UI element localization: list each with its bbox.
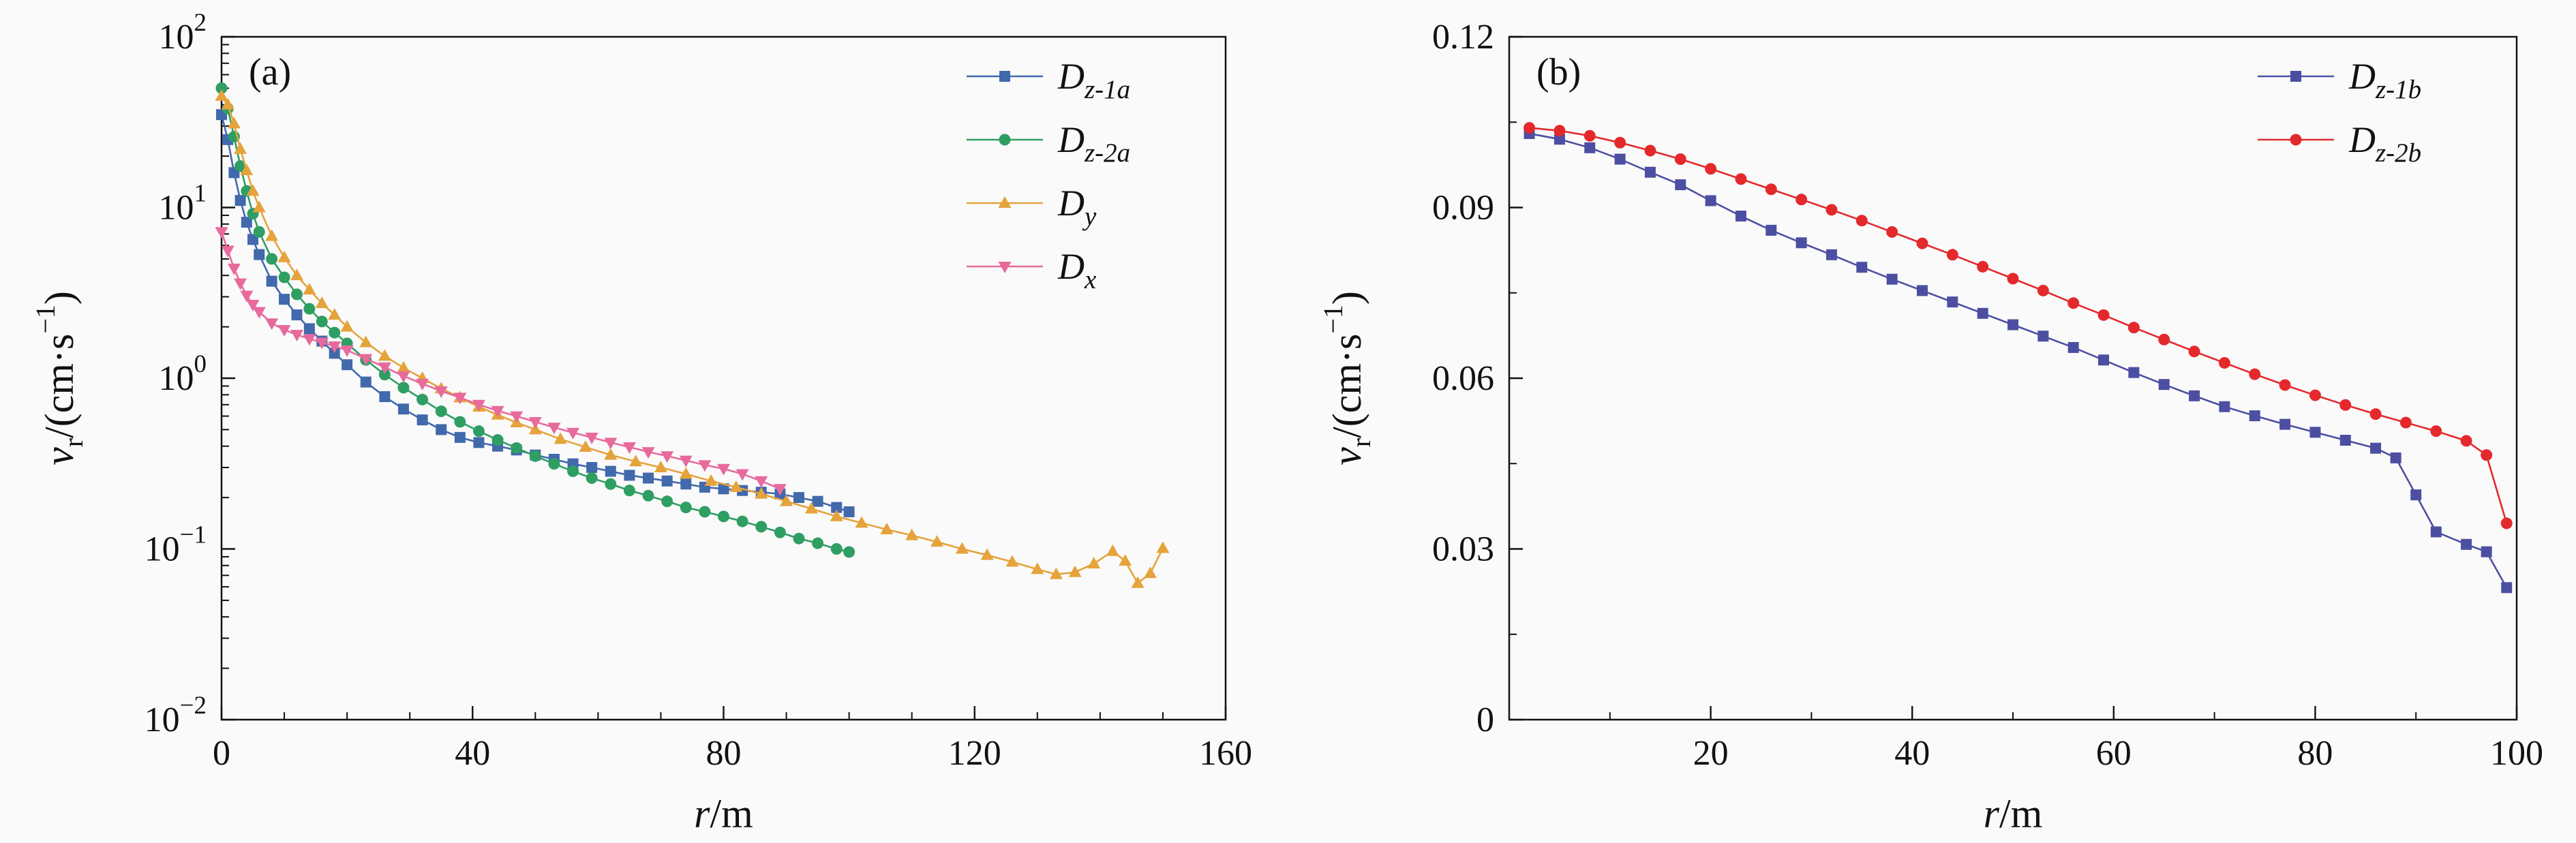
y-tick-label: 0 bbox=[1476, 701, 1494, 739]
series-D-z-1b bbox=[1524, 127, 2513, 594]
legend-label: Dz-1b bbox=[2348, 56, 2421, 104]
series-D-y bbox=[215, 89, 1170, 588]
y-tick-label: 100 bbox=[159, 350, 207, 398]
x-tick-label: 20 bbox=[1693, 734, 1729, 773]
x-tick-label: 60 bbox=[2096, 734, 2132, 773]
chart-svg-b: 20 40 60 80 100 0 0.03 0.06 0.09 0.12 Dz-1b Dz-2b (b… bbox=[1318, 18, 2543, 836]
legend-entry-z-1a: Dz-1a bbox=[967, 56, 1130, 104]
x-axis-label: r/m bbox=[694, 791, 753, 836]
x-tick-label: 0 bbox=[213, 734, 230, 773]
legend-entry-z-2b: Dz-2b bbox=[2258, 119, 2421, 168]
series-line bbox=[1529, 127, 2508, 524]
legend-entry-z-1b: Dz-1b bbox=[2258, 56, 2421, 104]
y-tick-label: 0.12 bbox=[1432, 18, 1494, 57]
series-line bbox=[220, 95, 1164, 585]
y-tick-label: 101 bbox=[159, 180, 207, 228]
series-D-z-2a bbox=[215, 82, 855, 558]
legend-label: Dy bbox=[1057, 183, 1097, 231]
x-tick-label: 120 bbox=[948, 734, 1001, 773]
legend-label: Dz-2b bbox=[2348, 119, 2421, 168]
x-tick-label: 80 bbox=[2297, 734, 2333, 773]
series-line bbox=[220, 88, 849, 553]
legend-label: Dz-1a bbox=[1057, 56, 1130, 104]
legend-entry-x: Dx bbox=[967, 246, 1097, 294]
x-tick-label: 160 bbox=[1199, 734, 1252, 773]
y-tick-label: 10−1 bbox=[145, 521, 207, 569]
chart-panel-a: 0 40 80 120 160 102 101 100 10−1 10−2 Dz-1a Dz-2a Dy… bbox=[30, 9, 1252, 836]
x-tick-label: 100 bbox=[2490, 734, 2543, 773]
y-tick-label: 0.03 bbox=[1432, 530, 1494, 569]
series-D-z-2b bbox=[1524, 122, 2513, 530]
legend-label: Dx bbox=[1057, 246, 1097, 294]
series-D-x bbox=[215, 227, 787, 496]
y-axis-label: vr/(cm·s−1) bbox=[1318, 291, 1376, 465]
series-D-z-1a bbox=[216, 109, 855, 518]
y-tick-label: 0.09 bbox=[1432, 189, 1494, 228]
chart-panel-b: 20 40 60 80 100 0 0.03 0.06 0.09 0.12 Dz-1b Dz-2b (b… bbox=[1295, 0, 2576, 843]
legend-entry-z-2a: Dz-2a bbox=[967, 119, 1130, 168]
y-axis-label: vr/(cm·s−1) bbox=[30, 291, 89, 465]
panel-tag: (b) bbox=[1536, 51, 1581, 93]
x-tick-label: 80 bbox=[706, 734, 742, 773]
y-tick-label: 10−2 bbox=[145, 692, 207, 739]
chart-svg-a: 0 40 80 120 160 102 101 100 10−1 10−2 Dz-1a Dz-2a Dy… bbox=[30, 9, 1252, 836]
x-axis-label: r/m bbox=[1984, 791, 2043, 836]
legend-label: Dz-2a bbox=[1057, 119, 1130, 168]
y-tick-label: 102 bbox=[159, 9, 207, 57]
x-tick-label: 40 bbox=[455, 734, 490, 773]
panel-tag: (a) bbox=[249, 51, 291, 93]
x-tick-label: 40 bbox=[1894, 734, 1930, 773]
legend-entry-y: Dy bbox=[967, 183, 1097, 231]
y-tick-label: 0.06 bbox=[1432, 359, 1494, 398]
series-line bbox=[1529, 132, 2508, 588]
